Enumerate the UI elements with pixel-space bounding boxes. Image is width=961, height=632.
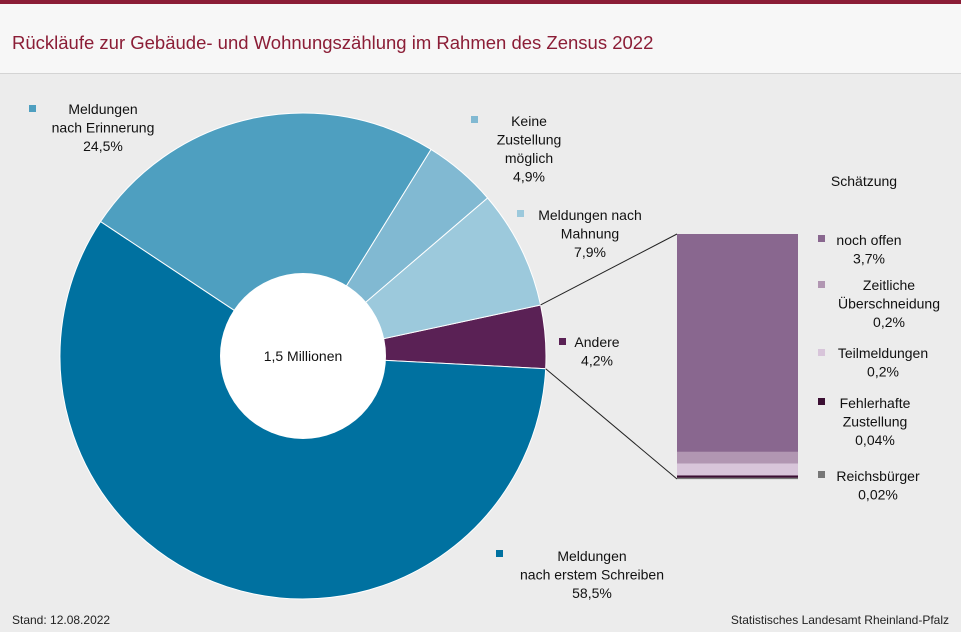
category-label: Teilmeldungen bbox=[838, 345, 928, 361]
category-label: nach erstem Schreiben bbox=[520, 567, 664, 583]
legend-swatch bbox=[496, 550, 503, 557]
category-label: Mahnung bbox=[561, 226, 619, 242]
chart-title: Rückläufe zur Gebäude- und Wohnungszählu… bbox=[12, 32, 654, 53]
bar-segment-zeitliche bbox=[677, 451, 798, 464]
donut-hole bbox=[220, 273, 386, 439]
bar-segment-reichsbuerger bbox=[677, 477, 798, 480]
value-label: 7,9% bbox=[574, 244, 606, 260]
label-zeitliche: Zeitliche Überschneidung 0,2% bbox=[818, 277, 940, 330]
category-label: Meldungen bbox=[557, 548, 626, 564]
footer-source: Statistisches Landesamt Rheinland-Pfalz bbox=[730, 613, 949, 627]
category-label: Andere bbox=[574, 334, 619, 350]
category-label: Zeitliche bbox=[863, 277, 915, 293]
value-label: 24,5% bbox=[83, 138, 123, 154]
bar-segment-teilmeldungen bbox=[677, 463, 798, 476]
footer-date: Stand: 12.08.2022 bbox=[12, 613, 111, 627]
value-label: 0,02% bbox=[858, 487, 898, 503]
label-nach-erstem-schreiben: Meldungen nach erstem Schreiben 58,5% bbox=[496, 548, 664, 601]
legend-swatch bbox=[471, 116, 478, 123]
value-label: 0,2% bbox=[867, 364, 899, 380]
category-label: Meldungen nach bbox=[538, 207, 642, 223]
value-label: 0,2% bbox=[873, 314, 905, 330]
value-label: 4,9% bbox=[513, 169, 545, 185]
label-noch-offen: noch offen 3,7% bbox=[818, 232, 902, 267]
label-nach-erinnerung: Meldungen nach Erinnerung 24,5% bbox=[29, 101, 154, 154]
legend-swatch bbox=[818, 349, 825, 356]
category-label: noch offen bbox=[836, 232, 901, 248]
legend-swatch bbox=[818, 471, 825, 478]
legend-swatch bbox=[517, 210, 524, 217]
header-band: Rückläufe zur Gebäude- und Wohnungszählu… bbox=[0, 4, 961, 74]
connector-line-top bbox=[540, 233, 678, 306]
value-label: 4,2% bbox=[581, 353, 613, 369]
category-label: Meldungen bbox=[68, 101, 137, 117]
label-teilmeldungen: Teilmeldungen 0,2% bbox=[818, 345, 928, 380]
legend-swatch bbox=[818, 398, 825, 405]
category-label: Zustellung bbox=[843, 414, 908, 430]
label-fehlerhafte: Fehlerhafte Zustellung 0,04% bbox=[818, 395, 911, 448]
legend-swatch bbox=[818, 281, 825, 288]
legend-swatch bbox=[29, 105, 36, 112]
label-andere: Andere 4,2% bbox=[559, 334, 620, 369]
category-label: Fehlerhafte bbox=[840, 395, 911, 411]
category-label: Überschneidung bbox=[838, 295, 940, 312]
value-label: 3,7% bbox=[853, 251, 885, 267]
label-keine-zustellung: Keine Zustellung möglich 4,9% bbox=[471, 113, 561, 185]
legend-swatch bbox=[818, 235, 825, 242]
top-accent-rule bbox=[0, 0, 961, 4]
connector-line-bottom bbox=[545, 368, 678, 480]
center-total-label: 1,5 Millionen bbox=[264, 348, 343, 364]
category-label: nach Erinnerung bbox=[52, 120, 155, 136]
bar-segment-fehlerhafte bbox=[677, 475, 798, 478]
pie-slice-nach-erinnerung bbox=[99, 112, 432, 357]
category-label: Keine bbox=[511, 113, 547, 129]
category-label: Zustellung bbox=[497, 132, 562, 148]
value-label: 58,5% bbox=[572, 585, 612, 601]
category-label: Reichsbürger bbox=[836, 468, 920, 484]
category-label: möglich bbox=[505, 150, 553, 166]
value-label: 0,04% bbox=[855, 432, 895, 448]
label-nach-mahnung: Meldungen nach Mahnung 7,9% bbox=[517, 207, 642, 260]
legend-swatch bbox=[559, 338, 566, 345]
label-reichsbuerger: Reichsbürger 0,02% bbox=[818, 468, 920, 503]
schaetzung-label: Schätzung bbox=[831, 173, 897, 189]
bar-segment-noch-offen bbox=[677, 234, 798, 452]
